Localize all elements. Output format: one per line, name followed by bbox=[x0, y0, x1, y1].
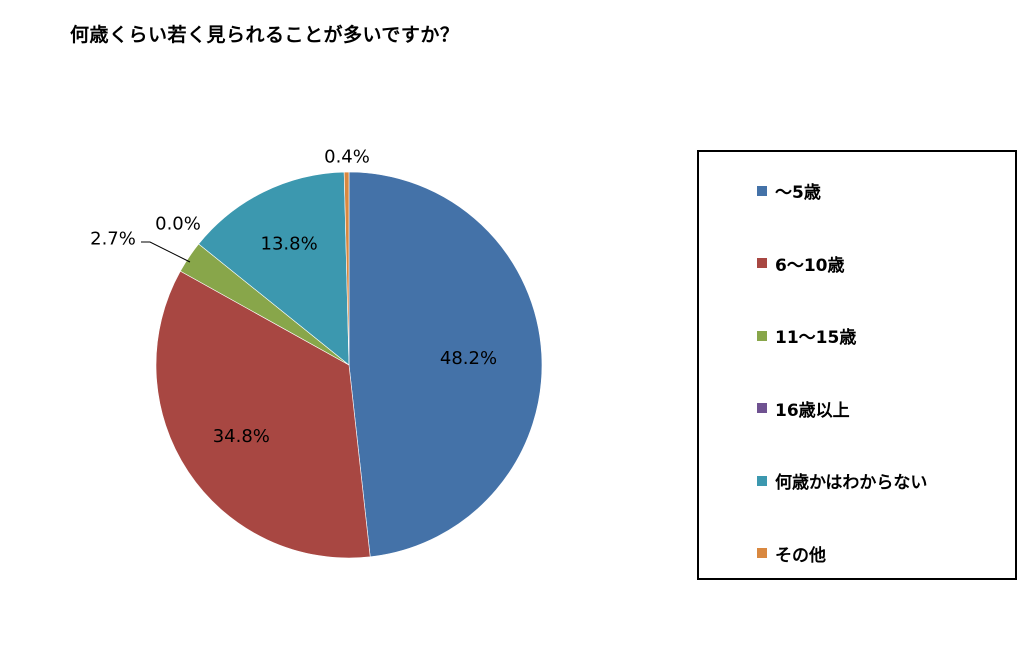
data-label-slice-2: 34.8% bbox=[213, 426, 270, 447]
legend-swatch bbox=[757, 475, 767, 486]
legend-label: その他 bbox=[775, 545, 826, 566]
legend-label: 11〜15歳 bbox=[775, 328, 857, 348]
data-label-slice-1: 48.2% bbox=[440, 348, 497, 369]
pie-slice-2 bbox=[155, 270, 371, 559]
legend-item: 6〜10歳 bbox=[757, 251, 845, 276]
legend-item: 11〜15歳 bbox=[757, 323, 856, 348]
legend-label: 16歳以上 bbox=[775, 400, 850, 421]
data-label-slice-6: 0.4% bbox=[324, 147, 370, 168]
legend-label: 〜5歳 bbox=[775, 183, 821, 203]
legend-label: 6〜10歳 bbox=[775, 255, 845, 276]
legend-swatch bbox=[757, 185, 767, 196]
legend-swatch bbox=[757, 548, 767, 558]
pie-slice-6 bbox=[343, 171, 350, 366]
legend-item: 〜5歳 bbox=[757, 178, 821, 203]
legend: 〜5歳 6〜10歳 11〜15歳 16歳以上何歳かはわからない その他 bbox=[697, 150, 1017, 580]
legend-item: 何歳かはわからない bbox=[757, 468, 927, 493]
data-label-slice-5: 13.8% bbox=[261, 233, 318, 254]
legend-swatch bbox=[757, 403, 767, 413]
data-label-slice-4: 0.0% bbox=[155, 214, 201, 235]
legend-swatch bbox=[757, 330, 767, 341]
pie-slice-5 bbox=[198, 171, 350, 366]
leader-line-slice-3 bbox=[141, 241, 191, 263]
pie-slice-1 bbox=[348, 171, 543, 558]
legend-swatch bbox=[757, 258, 767, 268]
data-label-slice-3: 2.7% bbox=[90, 229, 136, 250]
legend-label: 何歳かはわからない bbox=[775, 473, 928, 493]
legend-item: 16歳以上 bbox=[757, 396, 850, 421]
chart-title: 何歳くらい若く見られることが多いですか？ bbox=[70, 24, 460, 46]
legend-item: その他 bbox=[757, 541, 826, 566]
